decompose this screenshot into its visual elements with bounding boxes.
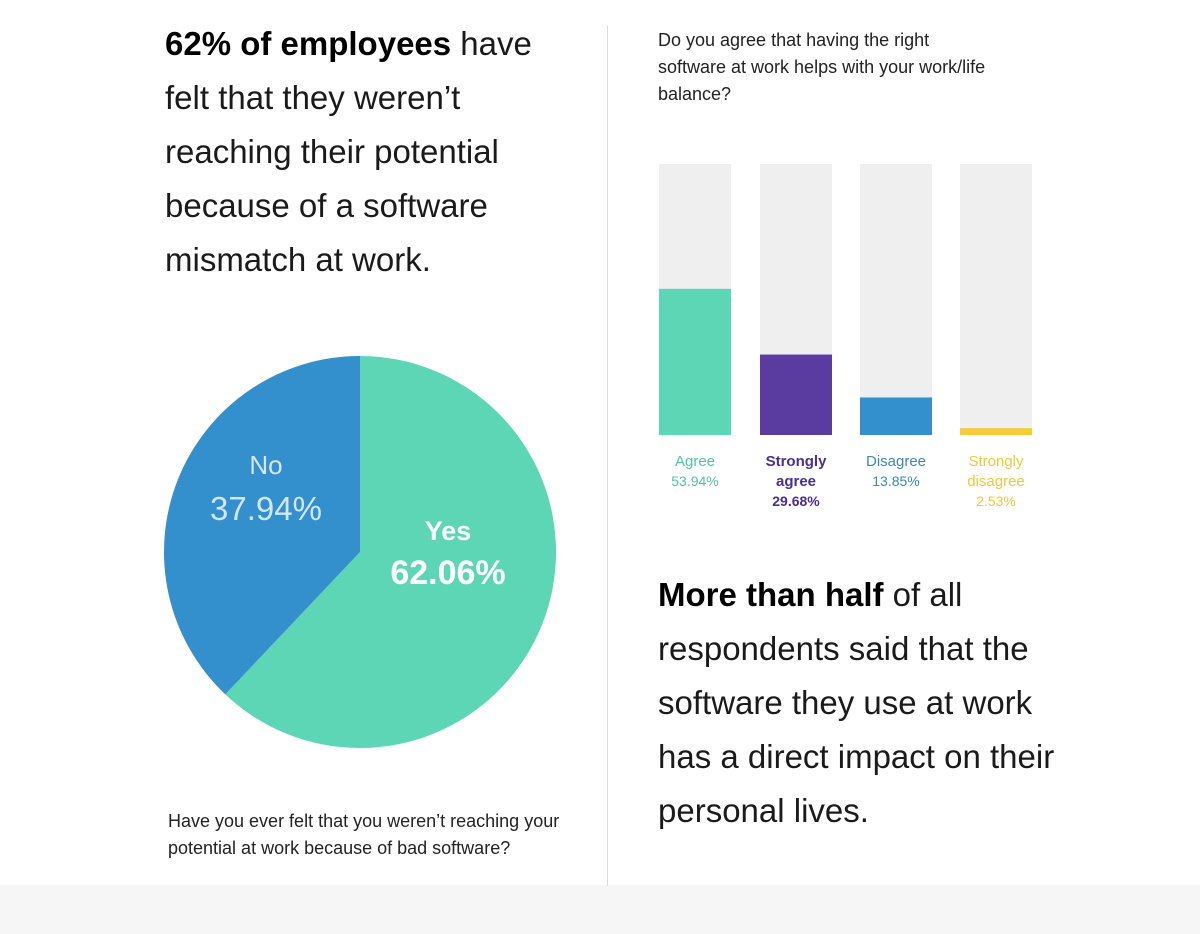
pie-label-no: No (249, 450, 282, 480)
pie-value-no: 37.94% (210, 490, 322, 527)
right-headline: More than half of all respondents said t… (658, 568, 1058, 838)
bar-label-strongly-agree-line-2: agree (776, 473, 816, 490)
bar-track-disagree (860, 164, 932, 435)
left-headline-rest: have felt that they weren’t reaching the… (165, 25, 532, 278)
left-headline: 62% of employees have felt that they wer… (165, 17, 585, 287)
bar-value-disagree: 13.85% (872, 473, 919, 489)
column-divider (607, 26, 608, 886)
pie-label-yes: Yes (425, 516, 472, 546)
bar-value-strongly-disagree: 2.53% (976, 493, 1016, 509)
bar-track-strongly-disagree (960, 164, 1032, 435)
bar-value-strongly-agree: 29.68% (772, 493, 820, 509)
bar-label-disagree-line-1: Disagree (866, 453, 926, 470)
left-headline-bold: 62% of employees (165, 25, 452, 62)
bar-label-strongly-disagree-line-2: disagree (967, 473, 1025, 490)
bar-strongly-disagree (960, 428, 1032, 435)
bar-question: Do you agree that having the right softw… (658, 30, 986, 104)
bar-strongly-agree (760, 354, 832, 435)
pie-slice-yes (225, 356, 557, 748)
right-headline-rest: of all respondents said that the softwar… (658, 576, 1055, 829)
bar-label-agree-line-1: Agree (675, 453, 715, 470)
bar-value-agree: 53.94% (671, 473, 718, 489)
bar-agree (659, 288, 731, 435)
pie-question: Have you ever felt that you weren’t reac… (168, 811, 560, 858)
right-headline-bold: More than half (658, 576, 884, 613)
bar-label-strongly-disagree-line-1: Strongly (968, 453, 1024, 470)
bottom-band (0, 885, 1200, 934)
pie-value-yes: 62.06% (390, 554, 505, 592)
bar-label-strongly-agree-line-1: Strongly (766, 453, 827, 470)
pie-slice-no (163, 356, 360, 695)
bar-disagree (860, 397, 932, 435)
